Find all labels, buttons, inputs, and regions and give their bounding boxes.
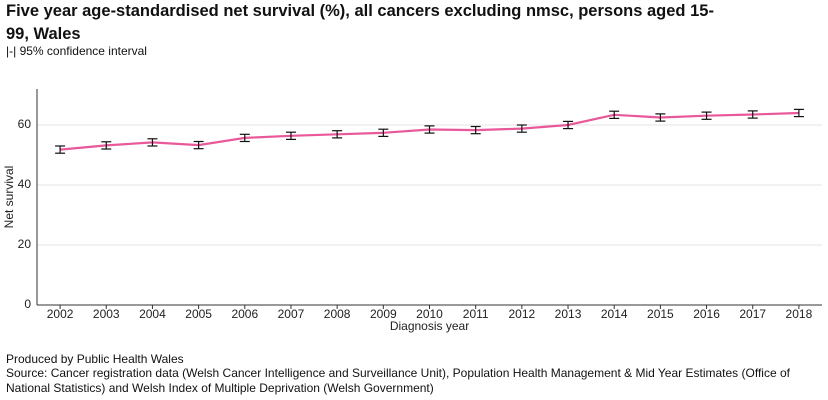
x-tick-label: 2015 (647, 307, 674, 321)
x-tick-label: 2008 (324, 307, 351, 321)
chart-title: Five year age-standardised net survival … (6, 2, 714, 43)
error-bar (516, 124, 527, 133)
error-bar (101, 141, 112, 150)
footer: Produced by Public Health Wales (6, 352, 184, 366)
y-tick-label: 0 (24, 297, 31, 311)
x-tick-label: 2006 (231, 307, 258, 321)
x-tick-label: 2010 (416, 307, 443, 321)
error-bar (701, 111, 712, 120)
y-axis-label: Net survival (2, 166, 16, 229)
error-bar (609, 110, 620, 120)
x-tick-label: 2017 (739, 307, 766, 321)
x-tick-label: 2005 (185, 307, 212, 321)
error-bar (147, 138, 158, 147)
x-tick-label: 2018 (786, 307, 813, 321)
y-tick-label: 40 (18, 177, 32, 191)
x-axis-label: Diagnosis year (390, 319, 469, 333)
error-bar (378, 128, 389, 137)
chart: 0 20 40 60 Net survival Diagnosis year 2002 200… (2, 89, 822, 333)
x-tick-label: 2014 (601, 307, 628, 321)
error-bar (563, 120, 574, 130)
source: Source: Cancer registration data (Welsh … (6, 366, 790, 395)
x-tick-label: 2011 (463, 307, 489, 321)
x-tick-label: 2013 (555, 307, 582, 321)
error-bar (747, 110, 758, 119)
error-bar (285, 131, 296, 140)
x-tick-label: 2002 (47, 307, 74, 321)
subtitle: |-| 95% confidence interval (6, 44, 147, 58)
error-bar (193, 140, 204, 150)
y-tick-label: 60 (18, 117, 32, 131)
x-tick-label: 2016 (693, 307, 720, 321)
x-tick-label: 2009 (370, 307, 397, 321)
error-bar (332, 130, 343, 139)
x-tick-label: 2007 (278, 307, 305, 321)
error-bar (470, 125, 481, 135)
error-bar (424, 125, 435, 134)
x-tick-label: 2004 (139, 307, 166, 321)
error-bar (793, 108, 804, 118)
error-bar (55, 145, 66, 154)
x-tick-label: 2003 (93, 307, 120, 321)
error-bar (655, 113, 666, 122)
error-bar (239, 133, 250, 143)
x-tick-label: 2012 (509, 307, 536, 321)
y-tick-label: 20 (18, 237, 32, 251)
